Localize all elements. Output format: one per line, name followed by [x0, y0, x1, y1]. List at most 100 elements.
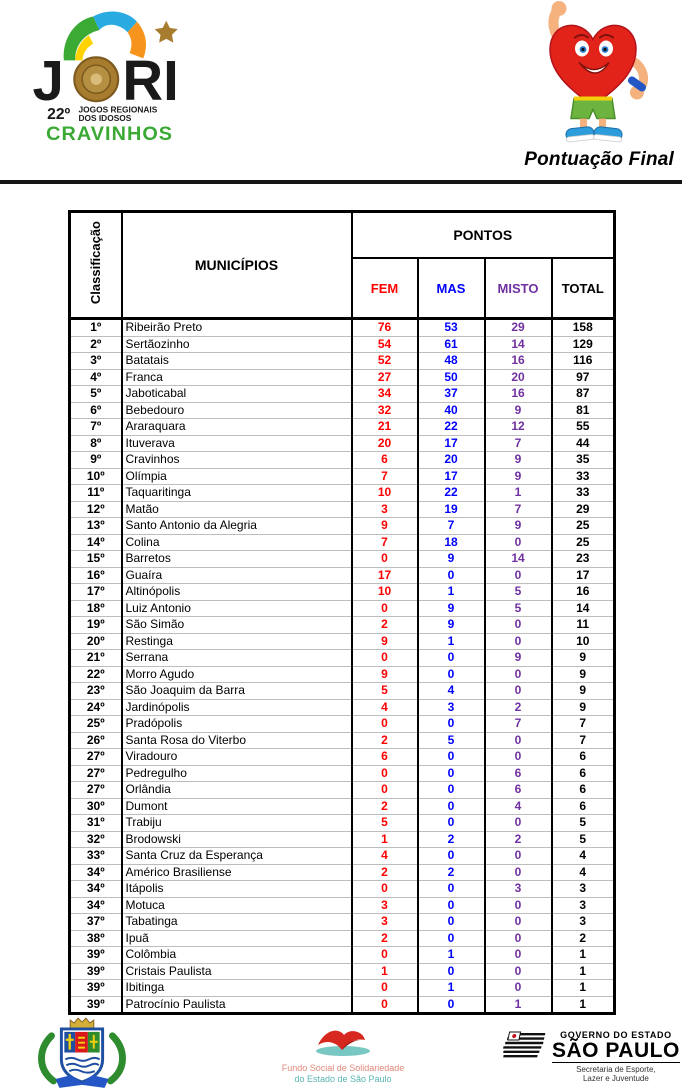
mas-cell: 0	[417, 765, 486, 782]
fundo-social-icon	[316, 1030, 370, 1056]
misto-cell: 3	[484, 880, 553, 898]
mas-cell: 37	[417, 385, 486, 403]
table-row: 27º Orlândia 0 0 6 6	[69, 781, 615, 799]
municipio-cell: Franca	[121, 369, 353, 386]
mas-cell: 2	[417, 864, 486, 881]
table-row: 11º Taquaritinga 10 22 1 33	[69, 484, 615, 502]
misto-cell: 0	[484, 616, 553, 634]
mas-cell: 0	[417, 748, 486, 766]
misto-cell: 0	[484, 930, 553, 947]
mas-cell: 50	[417, 369, 486, 386]
fem-cell: 0	[351, 550, 419, 568]
table-row: 5º Jaboticabal 34 37 16 87	[69, 385, 615, 403]
municipio-cell: Dumont	[121, 798, 353, 815]
total-cell: 23	[551, 550, 615, 568]
misto-cell: 0	[484, 913, 553, 931]
mas-cell: 22	[417, 418, 486, 436]
total-cell: 9	[551, 666, 615, 683]
table-row: 39º Ibitinga 0 1 0 1	[69, 979, 615, 997]
rank-cell: 22º	[69, 666, 123, 683]
rank-cell: 8º	[69, 435, 123, 452]
ribbon-blue	[93, 11, 137, 33]
total-cell: 7	[551, 732, 615, 749]
municipio-cell: Pradópolis	[121, 715, 353, 733]
municipio-cell: São Simão	[121, 616, 353, 634]
fem-cell: 20	[351, 435, 419, 452]
jori-medal-icon: J RI 22º JOGOS REGIONAIS DOS IDOSOS CRAV…	[33, 11, 179, 145]
total-cell: 55	[551, 418, 615, 436]
misto-cell: 5	[484, 583, 553, 601]
misto-cell: 0	[484, 897, 553, 914]
table-row: 34º Itápolis 0 0 3 3	[69, 880, 615, 898]
fem-cell: 32	[351, 402, 419, 419]
misto-cell: 2	[484, 831, 553, 848]
rank-cell: 2º	[69, 336, 123, 353]
fem-cell: 0	[351, 996, 419, 1014]
misto-cell: 12	[484, 418, 553, 436]
misto-cell: 9	[484, 468, 553, 485]
fem-cell: 0	[351, 600, 419, 617]
total-cell: 5	[551, 814, 615, 832]
municipio-cell: Tabatinga	[121, 913, 353, 931]
total-cell: 116	[551, 352, 615, 370]
rank-cell: 3º	[69, 352, 123, 370]
fem-cell: 1	[351, 831, 419, 848]
total-cell: 25	[551, 517, 615, 535]
rank-cell: 37º	[69, 913, 123, 931]
misto-cell: 0	[484, 963, 553, 980]
rank-cell: 39º	[69, 963, 123, 980]
total-cell: 10	[551, 633, 615, 650]
table-row: 34º Américo Brasiliense 2 2 0 4	[69, 864, 615, 881]
rank-cell: 27º	[69, 765, 123, 782]
rank-cell: 34º	[69, 880, 123, 898]
total-cell: 35	[551, 451, 615, 469]
municipio-cell: Jaboticabal	[121, 385, 353, 403]
mas-cell: 40	[417, 402, 486, 419]
jori-sub1: JOGOS REGIONAIS	[78, 105, 157, 115]
misto-cell: 6	[484, 765, 553, 782]
total-cell: 1	[551, 963, 615, 980]
fem-cell: 4	[351, 699, 419, 716]
fem-cell: 3	[351, 913, 419, 931]
municipio-cell: Motuca	[121, 897, 353, 914]
table-row: 8º Ituverava 20 17 7 44	[69, 435, 615, 452]
heart-mascot-icon	[518, 0, 668, 153]
rank-cell: 20º	[69, 633, 123, 650]
fem-cell: 9	[351, 666, 419, 683]
jori-logo: J RI 22º JOGOS REGIONAIS DOS IDOSOS CRAV…	[30, 4, 198, 149]
fem-cell: 17	[351, 567, 419, 584]
misto-cell: 16	[484, 385, 553, 403]
table-row: 1º Ribeirão Preto 76 53 29 158	[69, 318, 615, 337]
rank-cell: 4º	[69, 369, 123, 386]
table-row: 12º Matão 3 19 7 29	[69, 501, 615, 518]
fem-cell: 6	[351, 748, 419, 766]
rank-cell: 25º	[69, 715, 123, 733]
score-table: Classificação MUNICÍPIOS PONTOS FEM MAS …	[68, 210, 616, 1015]
mas-cell: 17	[417, 468, 486, 485]
misto-cell: 2	[484, 699, 553, 716]
fem-cell: 7	[351, 534, 419, 551]
fem-cell: 27	[351, 369, 419, 386]
municipio-cell: Ribeirão Preto	[121, 318, 353, 337]
mas-cell: 19	[417, 501, 486, 518]
fem-cell: 76	[351, 318, 419, 337]
municipio-cell: Guaíra	[121, 567, 353, 584]
total-cell: 14	[551, 600, 615, 617]
rank-cell: 6º	[69, 402, 123, 419]
total-cell: 9	[551, 649, 615, 667]
column-header-mas: MAS	[417, 258, 486, 320]
rank-cell: 32º	[69, 831, 123, 848]
mas-cell: 20	[417, 451, 486, 469]
fundo-social-logo: Fundo Social de Solidariedade do Estado …	[278, 1026, 408, 1085]
mas-cell: 1	[417, 979, 486, 997]
mas-cell: 5	[417, 732, 486, 749]
page-title: Pontuação Final	[524, 149, 674, 170]
misto-cell: 4	[484, 798, 553, 815]
mas-cell: 0	[417, 996, 486, 1014]
fem-cell: 6	[351, 451, 419, 469]
municipio-cell: Cravinhos	[121, 451, 353, 469]
rank-cell: 27º	[69, 748, 123, 766]
table-body: 1º Ribeirão Preto 76 53 29 158 2º Sertão…	[69, 318, 615, 1014]
rank-cell: 21º	[69, 649, 123, 667]
